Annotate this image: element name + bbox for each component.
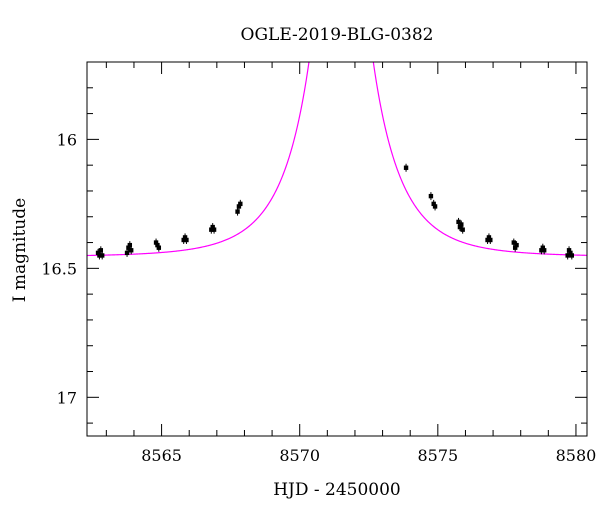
data-point bbox=[566, 248, 572, 253]
data-point bbox=[459, 222, 464, 227]
x-axis-label: HJD - 2450000 bbox=[273, 480, 401, 500]
data-point bbox=[210, 224, 215, 230]
data-point bbox=[565, 253, 570, 258]
data-point bbox=[211, 227, 217, 232]
data-point bbox=[541, 248, 547, 253]
data-point bbox=[126, 245, 131, 250]
y-axis-label: I magnitude bbox=[10, 198, 30, 302]
model-curve bbox=[87, 62, 587, 257]
data-point bbox=[181, 237, 186, 243]
data-point bbox=[184, 237, 189, 243]
y-tick-label: 16 bbox=[57, 130, 77, 149]
data-point bbox=[403, 165, 409, 170]
data-point bbox=[235, 209, 240, 214]
data-point bbox=[127, 242, 133, 248]
y-tick-label: 17 bbox=[57, 388, 77, 407]
data-point bbox=[485, 237, 490, 243]
data-point bbox=[182, 235, 188, 240]
data-point bbox=[456, 219, 461, 225]
data-point bbox=[124, 250, 130, 256]
x-tick-label: 8570 bbox=[279, 446, 320, 465]
data-point bbox=[95, 250, 101, 256]
data-point bbox=[155, 242, 160, 248]
x-tick-label: 8565 bbox=[141, 446, 182, 465]
data-point bbox=[568, 250, 573, 256]
x-tick-label: 8575 bbox=[417, 446, 458, 465]
data-point bbox=[432, 204, 438, 209]
chart-title: OGLE-2019-BLG-0382 bbox=[241, 25, 434, 45]
data-point bbox=[156, 245, 162, 250]
y-tick-label: 16.5 bbox=[41, 259, 77, 278]
data-point bbox=[488, 237, 493, 243]
data-point bbox=[460, 227, 465, 232]
data-point bbox=[569, 253, 575, 258]
data-point bbox=[236, 204, 242, 209]
data-point bbox=[514, 242, 519, 248]
data-point bbox=[99, 253, 105, 258]
data-point bbox=[511, 240, 516, 245]
data-point bbox=[153, 240, 159, 245]
data-point bbox=[431, 201, 436, 207]
x-tick-label: 8580 bbox=[556, 446, 597, 465]
data-points bbox=[95, 163, 575, 260]
data-point bbox=[209, 227, 214, 232]
data-point bbox=[457, 224, 463, 230]
data-point bbox=[539, 248, 544, 253]
plot-frame bbox=[86, 61, 588, 437]
data-point bbox=[128, 248, 134, 253]
data-point bbox=[98, 248, 104, 253]
data-point bbox=[97, 253, 102, 258]
plot-area: 8565 8570 8575 8580 16 16.5 17 bbox=[41, 61, 597, 465]
data-point bbox=[540, 245, 546, 250]
data-point bbox=[486, 235, 492, 240]
data-point bbox=[512, 245, 518, 250]
data-point bbox=[428, 193, 434, 199]
data-point bbox=[238, 201, 243, 207]
